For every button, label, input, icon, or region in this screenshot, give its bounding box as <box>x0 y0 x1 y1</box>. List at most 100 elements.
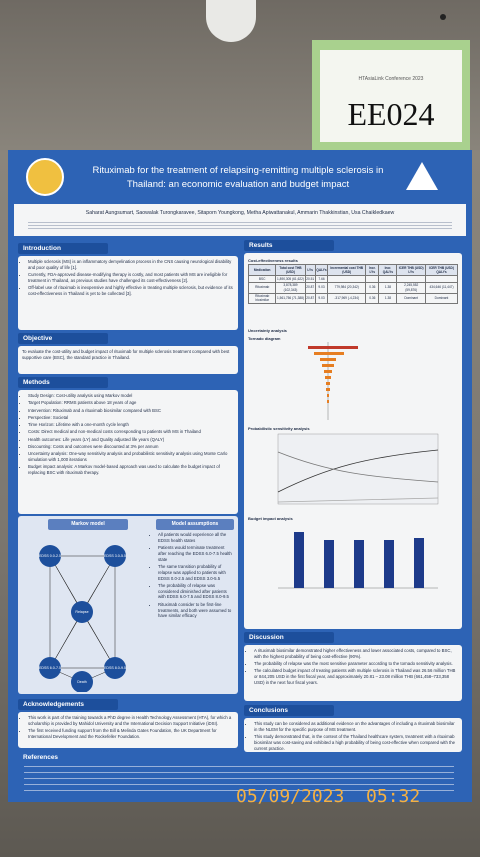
health-state-label: EDSS 8.0-9.5 <box>104 666 126 670</box>
section-heading: Methods <box>18 377 108 388</box>
conclusions-box: This study can be considered as addition… <box>244 718 462 752</box>
section-heading: Introduction <box>18 243 108 254</box>
logo-left <box>26 158 64 196</box>
psa-chart <box>277 434 439 505</box>
photo-timestamp: 05/09/2023 05:32 <box>236 786 421 807</box>
health-state <box>71 601 93 623</box>
bullet: Currently, FDA-approved disease-modifyin… <box>28 272 234 284</box>
acknowledgements-box: This work is part of the training toward… <box>18 712 238 748</box>
sub-heading: Uncertainty analysis <box>248 328 287 334</box>
bullet: This study can be considered as addition… <box>254 721 458 733</box>
table-header-cell: QALYs <box>314 264 329 277</box>
wall-hole <box>440 14 446 20</box>
health-state <box>71 671 93 692</box>
bullet: The probability of relapse was considere… <box>158 583 234 600</box>
bullet: Multiple sclerosis (MS) is an inflammato… <box>28 259 234 271</box>
table-cell: 1,561,756 (71,388) <box>275 292 306 305</box>
health-state-label: EDSS 6.0-7.5 <box>39 666 61 670</box>
bullet: Time Horizon: Lifetime with a one-month … <box>28 422 234 428</box>
methods-box: Study Design: Cost-utility analysis usin… <box>18 390 238 514</box>
sub-heading: Tornado diagram <box>248 335 281 341</box>
table-cell: 9.03 <box>314 281 329 294</box>
table-cell: -317,969 (-4,234) <box>327 292 367 305</box>
table-cell: Rituximab <box>247 281 277 294</box>
health-state-label: EDSS 0.0-2.5 <box>39 554 61 558</box>
affiliation-lines <box>28 222 452 230</box>
results-box: Cost-effectiveness results Medication Tot… <box>244 253 462 629</box>
table-cell: 3,878,389 (102,343) <box>275 281 306 294</box>
section-heading: References <box>23 754 59 761</box>
bullet: Study Design: Cost-utility analysis usin… <box>28 393 234 399</box>
bullet: Target Population: RRMS patients above 1… <box>28 400 234 406</box>
bullet: Patients would terminate treatment after… <box>158 545 234 562</box>
table-row: Rituximab 3,878,389 (102,343) 20.87 9.03 779… <box>247 281 458 294</box>
markov-box: Markov model Model assumptions EDSS 0.0-… <box>18 516 238 694</box>
table-header-cell: ICER THB (USD) LYs <box>396 264 426 277</box>
table-header-cell: LYs <box>304 264 316 277</box>
bullet: Budget impact analysis: A Markov model-b… <box>28 464 234 476</box>
poster-title: Rituximab for the treatment of relapsing… <box>92 165 384 191</box>
sub-heading: Probabilistic sensitivity analysis <box>248 425 310 431</box>
table-cell: Dominant <box>425 292 458 305</box>
wall-hook <box>206 0 256 42</box>
introduction-box: Multiple sclerosis (MS) is an inflammato… <box>18 256 238 330</box>
table-cell: 20.87 <box>304 281 316 294</box>
bullet: The probability of relapse was the most … <box>254 661 458 667</box>
table-cell: 434,646 (11,447) <box>425 281 458 294</box>
section-heading: Discussion <box>244 632 334 643</box>
table-header-cell: Incr. QALYs <box>378 264 398 277</box>
logo-right <box>406 162 438 190</box>
table-row: Rituximab biosimilar 1,561,756 (71,388) 20… <box>247 292 458 305</box>
table-header-cell: Incr. LYs <box>365 264 380 277</box>
sub-heading: Markov model <box>48 519 128 530</box>
health-state <box>39 545 61 567</box>
objective-box: To evaluate the cost-utility and budget … <box>18 346 238 374</box>
table-cell: Dominant <box>396 292 426 305</box>
table-cell: 779,984 (20,342) <box>327 281 367 294</box>
sign-card: HTAsiaLink Conference 2023 EE024 <box>320 50 462 142</box>
table-cell: 1.38 <box>378 281 398 294</box>
bullet: The calculated budget impact of treating… <box>254 668 458 685</box>
reference-lines <box>24 766 454 792</box>
bullet: Discounting: Costs and outcomes were dis… <box>28 444 234 450</box>
table-cell: 9.03 <box>314 292 329 305</box>
author-band: Saharat Aungsumart, Saowalak Turongkarav… <box>14 204 466 236</box>
sub-heading: Cost-effectiveness results <box>248 258 298 263</box>
table-cell: Rituximab biosimilar <box>247 292 277 305</box>
health-state <box>104 545 126 567</box>
table-cell: 0.36 <box>365 292 380 305</box>
bullet: Costs: Direct medical and non-medical co… <box>28 429 234 435</box>
objective-text: To evaluate the cost-utility and budget … <box>22 349 230 360</box>
sub-heading: Budget impact analysis <box>248 516 293 522</box>
bullet: All patients would experience all the ED… <box>158 532 234 544</box>
table-row: BSC 1,890,305 (61,622) 20.51 7.66 <box>247 275 458 283</box>
sub-heading: Model assumptions <box>156 519 234 530</box>
bullet: Perspective: Societal <box>28 415 234 421</box>
health-state-label: Relapse <box>75 610 88 614</box>
table-cell: 20.87 <box>304 292 316 305</box>
table-header-cell: Total cost THB (USD) <box>275 264 306 277</box>
table-header-cell: ICER THB (USD) QALYs <box>425 264 458 277</box>
table-cell: 0.36 <box>365 281 380 294</box>
markov-diagram: EDSS 0.0-2.5 EDSS 3.0-5.5 Relapse EDSS 6.0-… <box>39 545 126 692</box>
bullet: The same transition probability of relap… <box>158 564 234 581</box>
health-state <box>104 657 126 679</box>
section-heading: Conclusions <box>244 705 334 716</box>
authors: Saharat Aungsumart, Saowalak Turongkarav… <box>85 210 395 216</box>
poster-code-sign: HTAsiaLink Conference 2023 EE024 <box>312 40 470 150</box>
table-cell: 2,245,552 (59,876) <box>396 281 426 294</box>
health-state-label: EDSS 3.0-5.5 <box>104 554 126 558</box>
tornado-diagram <box>308 342 358 421</box>
section-heading: Results <box>244 240 334 251</box>
table-header-row: Medication Total cost THB (USD) LYs QALYs In… <box>247 264 458 277</box>
poster-code: EE024 <box>347 96 435 132</box>
bullet: Intervention: Rituximab and a rituximab … <box>28 408 234 414</box>
bullet: Off-label use of rituximab is inexpensiv… <box>28 285 234 297</box>
conference-name: HTAsiaLink Conference 2023 <box>358 76 424 82</box>
assumptions-box: All patients would experience all the ED… <box>152 532 234 690</box>
discussion-box: A rituximab biosimilar demonstrated high… <box>244 645 462 701</box>
bullet: This work is part of the training toward… <box>28 715 234 727</box>
cost-effectiveness-table: Medication Total cost THB (USD) LYs QALYs In… <box>247 264 458 305</box>
bullet: The first received funding support from … <box>28 728 234 740</box>
